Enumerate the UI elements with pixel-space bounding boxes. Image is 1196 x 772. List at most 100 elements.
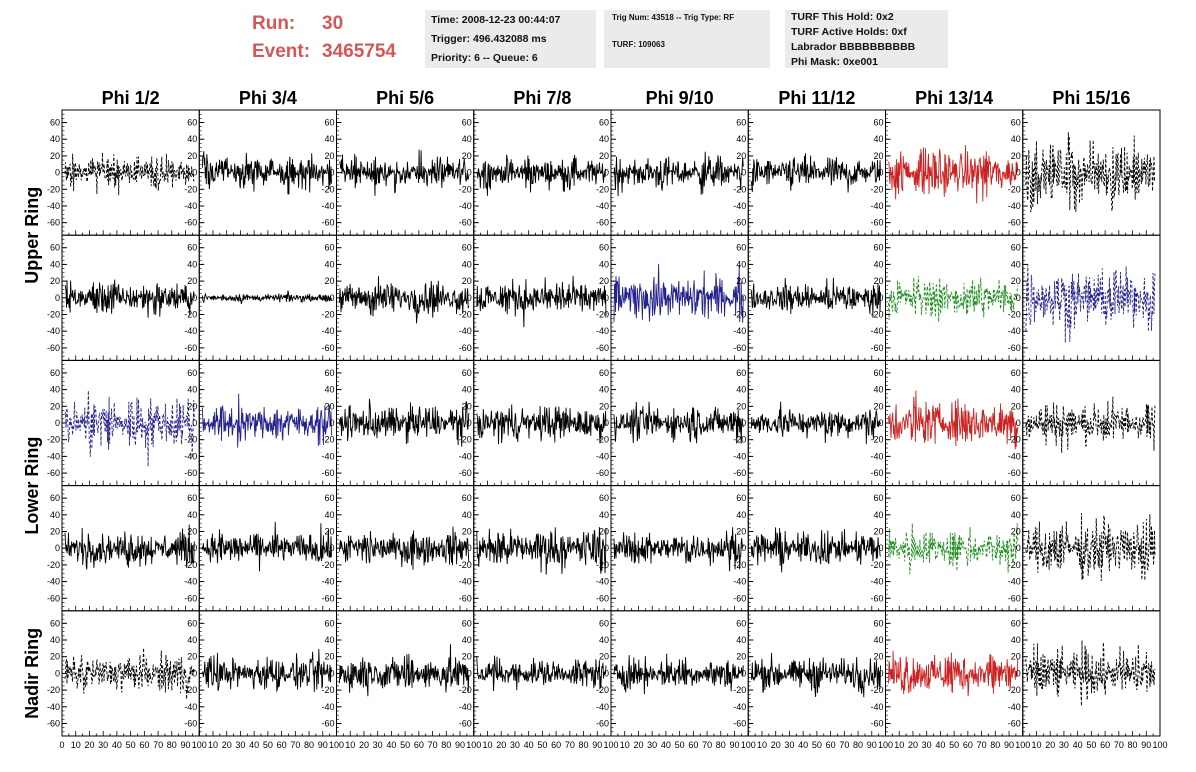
waveform-trace [476, 655, 607, 692]
ring-label: Upper Ring [22, 187, 42, 284]
x-tick-label: 90 [867, 740, 877, 750]
y-tick-label: 20 [462, 401, 472, 411]
run-label: Run: [252, 13, 296, 34]
x-tick-label: 100 [603, 740, 618, 750]
y-tick-label: -20 [321, 685, 334, 695]
y-tick-label: 40 [873, 385, 883, 395]
column-title: Phi 5/6 [376, 88, 434, 108]
y-tick-label: 0 [55, 418, 60, 428]
y-tick-label: 60 [324, 368, 334, 378]
waveform-trace [1025, 396, 1156, 453]
y-tick-label: 60 [1011, 493, 1021, 503]
y-tick-label: 20 [187, 151, 197, 161]
x-tick-label: 80 [990, 740, 1000, 750]
x-tick-label: 80 [853, 740, 863, 750]
panel-frame [1022, 109, 1161, 236]
y-tick-label: -60 [733, 593, 746, 603]
y-tick-label: 40 [1011, 635, 1021, 645]
y-tick-label: 20 [599, 652, 609, 662]
y-tick-label: -40 [459, 201, 472, 211]
y-tick-label: 60 [1011, 618, 1021, 628]
x-tick-label: 10 [894, 740, 904, 750]
y-tick-label: 60 [599, 493, 609, 503]
y-tick-label: -60 [870, 468, 883, 478]
column-title: Phi 15/16 [1052, 88, 1130, 108]
y-tick-label: -60 [184, 218, 197, 228]
y-tick-label: 60 [873, 618, 883, 628]
x-tick-label: 0 [59, 740, 64, 750]
y-tick-label: 0 [604, 668, 609, 678]
x-tick-label: 90 [318, 740, 328, 750]
y-tick-label: 20 [873, 527, 883, 537]
x-tick-label: 10 [71, 740, 81, 750]
x-tick-label: 10 [757, 740, 767, 750]
y-tick-label: 0 [741, 293, 746, 303]
y-tick-label: -20 [459, 685, 472, 695]
waveform-trace [613, 653, 744, 695]
y-tick-label: -40 [321, 451, 334, 461]
y-tick-label: -20 [459, 435, 472, 445]
y-tick-label: -20 [596, 309, 609, 319]
y-tick-label: 40 [1011, 134, 1021, 144]
y-tick-label: 40 [462, 259, 472, 269]
x-tick-label: 10 [1031, 740, 1041, 750]
waveform-trace [888, 523, 1019, 575]
y-tick-label: 60 [599, 618, 609, 628]
y-tick-label: 40 [324, 134, 334, 144]
x-tick-label: 70 [702, 740, 712, 750]
x-tick-label: 60 [826, 740, 836, 750]
x-tick-label: 20 [1045, 740, 1055, 750]
y-tick-label: 40 [1011, 259, 1021, 269]
y-tick-label: -20 [596, 560, 609, 570]
y-tick-label: 20 [324, 276, 334, 286]
y-tick-label: 60 [462, 493, 472, 503]
y-tick-label: -20 [47, 685, 60, 695]
y-tick-label: -40 [459, 702, 472, 712]
y-tick-label: -40 [459, 451, 472, 461]
y-tick-label: 0 [55, 168, 60, 178]
x-tick-label: 30 [373, 740, 383, 750]
y-tick-label: -40 [596, 451, 609, 461]
waveform-trace [750, 527, 881, 573]
waveform-trace [888, 275, 1019, 323]
x-tick-label: 40 [524, 740, 534, 750]
y-tick-label: -40 [47, 451, 60, 461]
y-tick-label: 20 [736, 151, 746, 161]
x-tick-label: 50 [812, 740, 822, 750]
waveform-trace [339, 149, 470, 196]
y-tick-label: 60 [50, 368, 60, 378]
y-tick-label: 20 [873, 151, 883, 161]
y-tick-label: -40 [870, 326, 883, 336]
y-tick-label: 40 [324, 635, 334, 645]
y-tick-label: 40 [324, 385, 334, 395]
y-tick-label: 0 [192, 168, 197, 178]
y-tick-label: 0 [741, 543, 746, 553]
y-tick-label: 40 [736, 385, 746, 395]
x-tick-label: 70 [428, 740, 438, 750]
y-tick-label: 60 [462, 368, 472, 378]
waveform-trace [1025, 640, 1156, 707]
y-tick-label: 0 [467, 418, 472, 428]
y-tick-label: -40 [1008, 326, 1021, 336]
y-tick-label: -20 [1008, 685, 1021, 695]
y-tick-label: 20 [462, 527, 472, 537]
y-tick-label: -20 [321, 184, 334, 194]
y-tick-label: -40 [733, 577, 746, 587]
y-tick-label: 0 [878, 168, 883, 178]
y-tick-label: -40 [733, 451, 746, 461]
y-tick-label: -40 [47, 201, 60, 211]
y-tick-label: 20 [873, 276, 883, 286]
y-tick-label: 60 [324, 118, 334, 128]
y-tick-label: 20 [187, 652, 197, 662]
y-tick-label: 60 [873, 493, 883, 503]
y-tick-label: 20 [599, 527, 609, 537]
y-tick-label: 60 [736, 118, 746, 128]
trigger-text: Trigger: 496.432088 ms [431, 33, 547, 45]
y-tick-label: 0 [329, 293, 334, 303]
y-tick-label: 0 [467, 168, 472, 178]
ring-label: Nadir Ring [22, 628, 42, 719]
x-tick-label: 40 [935, 740, 945, 750]
y-tick-label: 60 [187, 368, 197, 378]
y-tick-label: 40 [1011, 510, 1021, 520]
y-tick-label: -20 [459, 309, 472, 319]
